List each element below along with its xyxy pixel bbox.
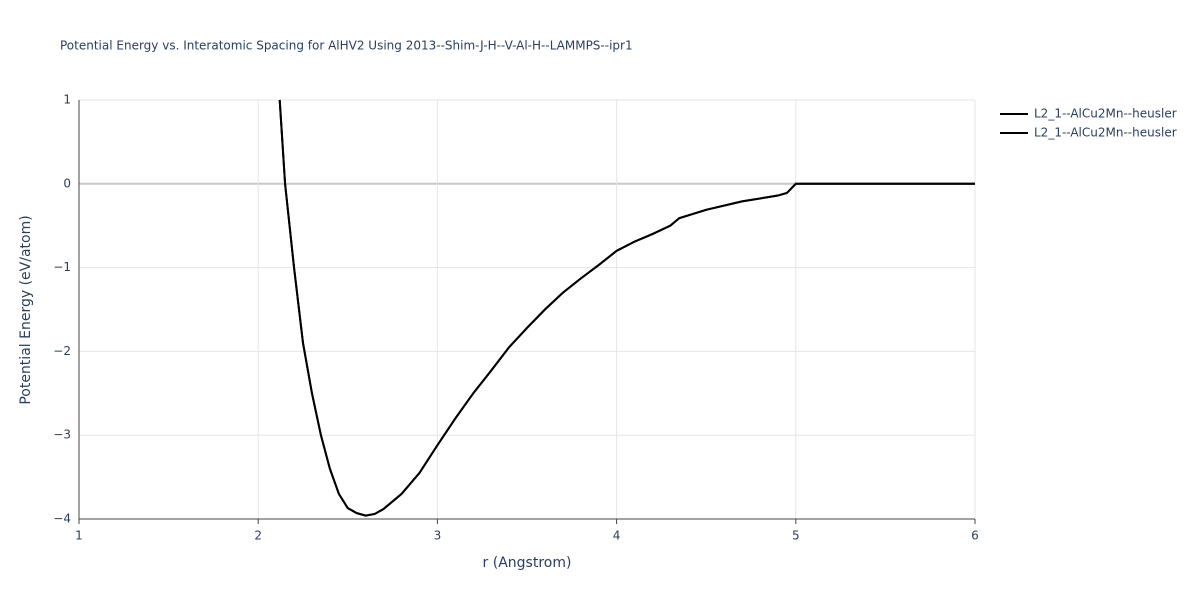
series-line	[278, 99, 975, 517]
x-tick-label: 5	[792, 529, 800, 543]
y-tick-label: −4	[53, 512, 71, 526]
x-tick-label: 4	[613, 529, 621, 543]
legend-label: L2_1--AlCu2Mn--heusler	[1034, 126, 1177, 140]
y-tick-label: −2	[53, 344, 71, 358]
y-tick-label: −3	[53, 428, 71, 442]
x-tick-label: 1	[75, 529, 83, 543]
chart-title: Potential Energy vs. Interatomic Spacing…	[60, 39, 633, 53]
y-tick-label: −1	[53, 260, 71, 274]
y-tick-label: 0	[63, 176, 71, 190]
series-line	[278, 99, 975, 517]
x-tick-label: 3	[434, 529, 442, 543]
x-tick-label: 6	[971, 529, 979, 543]
x-axis-title: r (Angstrom)	[483, 555, 572, 571]
y-axis-title: Potential Energy (eV/atom)	[18, 215, 34, 404]
y-tick-label: 1	[63, 93, 71, 107]
legend-label: L2_1--AlCu2Mn--heusler	[1034, 107, 1177, 121]
x-tick-label: 2	[254, 529, 262, 543]
